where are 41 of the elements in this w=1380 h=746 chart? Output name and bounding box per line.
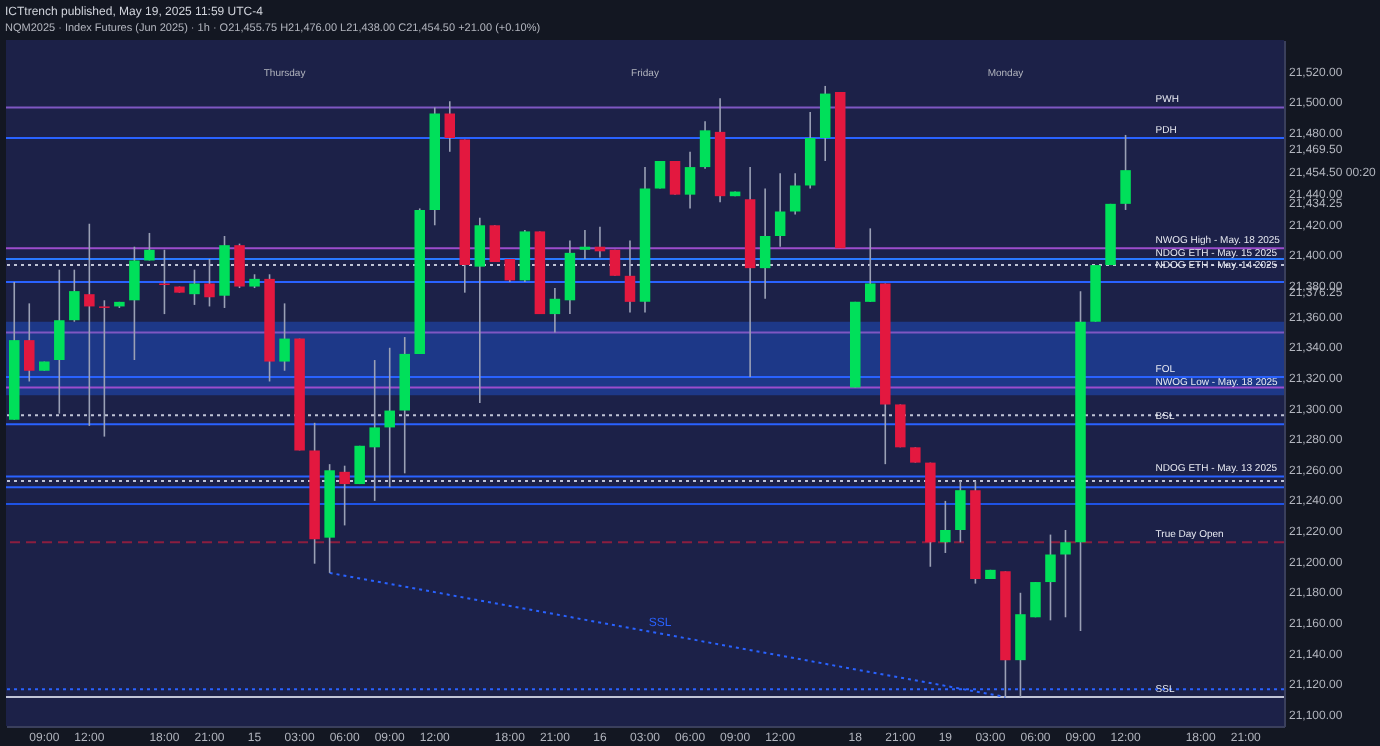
candlestick	[940, 500, 951, 554]
candlestick	[1015, 591, 1026, 698]
candlestick	[159, 248, 170, 315]
candlestick	[369, 359, 380, 502]
candlestick	[1045, 533, 1056, 622]
candlestick	[804, 111, 816, 190]
candlestick	[759, 187, 771, 300]
candlestick	[549, 287, 561, 334]
candlestick	[699, 120, 711, 170]
candlestick	[895, 403, 906, 449]
candlestick	[339, 464, 350, 527]
candlestick	[609, 248, 621, 277]
candlestick	[279, 302, 290, 372]
candlestick	[579, 229, 591, 260]
candlestick	[99, 299, 110, 438]
candlestick	[819, 85, 831, 162]
candlestick	[24, 302, 35, 383]
candlestick	[955, 480, 966, 544]
candlestick	[489, 224, 501, 263]
candlestick	[564, 239, 576, 315]
candlestick	[189, 268, 200, 306]
candlestick	[474, 216, 486, 404]
candlestick	[865, 227, 876, 303]
candlestick	[384, 346, 395, 488]
candlestick	[444, 100, 456, 153]
candlestick	[129, 245, 140, 361]
candlestick	[654, 160, 666, 190]
candlestick	[54, 268, 65, 415]
candlestick	[144, 232, 155, 262]
candlestick	[234, 242, 245, 289]
candlestick	[84, 222, 95, 427]
candlestick	[684, 150, 696, 210]
candlestick	[1060, 529, 1071, 619]
candlestick	[1030, 581, 1041, 619]
candlestick	[774, 172, 786, 248]
candlestick	[1120, 134, 1131, 211]
candlestick	[204, 258, 215, 308]
candlestick	[789, 172, 801, 216]
candlestick	[624, 239, 636, 314]
candlestick	[669, 160, 681, 196]
candlestick	[69, 268, 80, 323]
